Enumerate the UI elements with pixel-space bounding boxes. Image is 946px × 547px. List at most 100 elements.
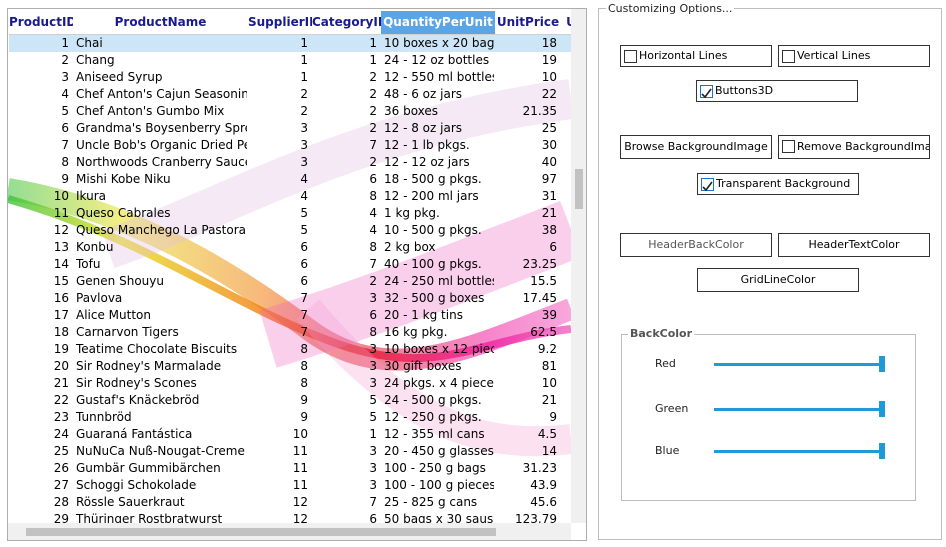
grid-cell[interactable]: Carnarvon Tigers xyxy=(76,325,179,339)
grid-cell[interactable]: 20 - 450 g glasses xyxy=(384,444,494,458)
grid-cell[interactable]: 1 kg pkg. xyxy=(384,206,440,220)
grid-cell[interactable]: 48 - 6 oz jars xyxy=(384,87,463,101)
grid-cell[interactable]: 5 xyxy=(61,104,69,118)
grid-cell[interactable]: 6 xyxy=(300,240,308,254)
grid-cell[interactable]: 22 xyxy=(53,393,69,407)
grid-cell[interactable]: 31 xyxy=(541,189,557,203)
grid-cell[interactable]: 1 xyxy=(300,70,308,84)
button[interactable]: HeaderTextColor xyxy=(778,233,930,257)
checkbox[interactable]: Vertical Lines xyxy=(778,45,930,67)
slider-track[interactable] xyxy=(714,408,884,411)
grid-cell[interactable]: 3 xyxy=(369,342,377,356)
grid-cell[interactable]: 2 xyxy=(300,87,308,101)
scroll-thumb[interactable] xyxy=(26,528,496,536)
grid-cell[interactable]: 4 xyxy=(300,172,308,186)
grid-cell[interactable]: 17 xyxy=(53,308,69,322)
grid-cell[interactable]: 100 - 100 g pieces xyxy=(384,478,494,492)
grid-cell[interactable]: 8 xyxy=(369,325,377,339)
grid-cell[interactable]: 100 - 250 g bags xyxy=(384,461,486,475)
grid-cell[interactable]: 10 boxes x 20 bags xyxy=(384,36,494,50)
button[interactable]: Browse BackgroundImage xyxy=(620,135,772,159)
grid-cell[interactable]: Chef Anton's Gumbo Mix xyxy=(76,104,225,118)
grid-cell[interactable]: 7 xyxy=(61,138,69,152)
grid-cell[interactable]: 14 xyxy=(53,257,69,271)
grid-cell[interactable]: Grandma's Boysenberry Spread xyxy=(76,121,247,135)
grid-cell[interactable]: 17.45 xyxy=(522,291,557,305)
grid-cell[interactable]: 38 xyxy=(541,223,557,237)
checkbox[interactable]: Remove BackgroundImag xyxy=(778,135,930,159)
grid-cell[interactable]: 3 xyxy=(369,461,377,475)
grid-cell[interactable]: Northwoods Cranberry Sauce xyxy=(76,155,247,169)
grid-cell[interactable]: 4.5 xyxy=(537,427,557,441)
grid-cell[interactable]: 24 pkgs. x 4 pieces xyxy=(384,376,494,390)
grid-cell[interactable]: 12 xyxy=(292,512,308,526)
grid-cell[interactable]: 11 xyxy=(292,461,308,475)
grid-cell[interactable]: 7 xyxy=(369,138,377,152)
grid-cell[interactable]: Mishi Kobe Niku xyxy=(76,172,171,186)
grid-cell[interactable]: 12 xyxy=(292,495,308,509)
grid-cell[interactable]: 6 xyxy=(300,257,308,271)
grid-cell[interactable]: 22 xyxy=(541,87,557,101)
grid-cell[interactable]: 81 xyxy=(541,359,557,373)
grid-cell[interactable]: 29 xyxy=(53,512,69,526)
grid-cell[interactable]: 7 xyxy=(369,495,377,509)
grid-cell[interactable]: 123.79 xyxy=(515,512,557,526)
slider-thumb[interactable] xyxy=(879,356,885,372)
grid-cell[interactable]: 2 xyxy=(369,70,377,84)
grid-cell[interactable]: 21 xyxy=(53,376,69,390)
grid-cell[interactable]: 3 xyxy=(61,70,69,84)
grid-cell[interactable]: Thüringer Rostbratwurst xyxy=(76,512,223,526)
grid-cell[interactable]: 8 xyxy=(300,342,308,356)
button[interactable]: GridLineColor xyxy=(697,268,859,292)
grid-cell[interactable]: Gumbär Gummibärchen xyxy=(76,461,221,475)
grid-cell[interactable]: 3 xyxy=(300,121,308,135)
column-header[interactable]: QuantityPerUnit xyxy=(381,11,496,35)
grid-cell[interactable]: 3 xyxy=(369,478,377,492)
grid-cell[interactable]: 2 xyxy=(300,104,308,118)
column-header[interactable]: ProductName xyxy=(73,11,249,35)
grid-cell[interactable]: 7 xyxy=(300,325,308,339)
scroll-thumb[interactable] xyxy=(575,169,583,209)
grid-cell[interactable]: 9 xyxy=(61,172,69,186)
button[interactable]: HeaderBackColor xyxy=(620,233,772,257)
grid-cell[interactable]: 8 xyxy=(300,376,308,390)
grid-cell[interactable]: 18 xyxy=(53,325,69,339)
data-grid[interactable]: ProductID ProductName SupplierID CategoryID… xyxy=(7,8,587,541)
grid-cell[interactable]: 8 xyxy=(300,359,308,373)
grid-cell[interactable]: 7 xyxy=(300,308,308,322)
grid-cell[interactable]: Aniseed Syrup xyxy=(76,70,163,84)
grid-cell[interactable]: 30 xyxy=(541,138,557,152)
grid-cell[interactable]: 4 xyxy=(369,206,377,220)
checkbox[interactable]: Buttons3D xyxy=(696,80,858,102)
grid-cell[interactable]: 11 xyxy=(53,206,69,220)
grid-cell[interactable]: 8 xyxy=(369,189,377,203)
grid-cell[interactable]: 6 xyxy=(549,240,557,254)
grid-cell[interactable]: 6 xyxy=(300,274,308,288)
grid-cell[interactable]: 18 xyxy=(541,36,557,50)
slider-thumb[interactable] xyxy=(879,443,885,459)
grid-cell[interactable]: 9 xyxy=(549,410,557,424)
grid-cell[interactable]: 24 xyxy=(53,427,69,441)
grid-cell[interactable]: 7 xyxy=(300,291,308,305)
grid-cell[interactable]: 9 xyxy=(300,393,308,407)
grid-cell[interactable]: 21.35 xyxy=(522,104,557,118)
grid-cell[interactable]: 6 xyxy=(369,512,377,526)
grid-cell[interactable]: 3 xyxy=(369,376,377,390)
grid-cell[interactable]: Ikura xyxy=(76,189,107,203)
grid-cell[interactable]: 25 - 825 g cans xyxy=(384,495,478,509)
grid-cell[interactable]: 2 xyxy=(369,274,377,288)
grid-cell[interactable]: 12 - 550 ml bottles xyxy=(384,70,494,84)
grid-cell[interactable]: Chef Anton's Cajun Seasoning xyxy=(76,87,247,101)
grid-cell[interactable]: 45.6 xyxy=(530,495,557,509)
grid-cell[interactable]: Queso Manchego La Pastora xyxy=(76,223,247,237)
grid-cell[interactable]: 10 xyxy=(292,427,308,441)
grid-cell[interactable]: 15 xyxy=(53,274,69,288)
grid-cell[interactable]: Uncle Bob's Organic Dried Pears xyxy=(76,138,247,152)
grid-cell[interactable]: 28 xyxy=(53,495,69,509)
grid-cell[interactable]: 14 xyxy=(541,444,557,458)
grid-cell[interactable]: 15.5 xyxy=(530,274,557,288)
column-header[interactable]: ProductID xyxy=(9,11,74,35)
grid-cell[interactable]: Genen Shouyu xyxy=(76,274,164,288)
grid-cell[interactable]: 23 xyxy=(53,410,69,424)
grid-cell[interactable]: 24 - 250 ml bottles xyxy=(384,274,494,288)
